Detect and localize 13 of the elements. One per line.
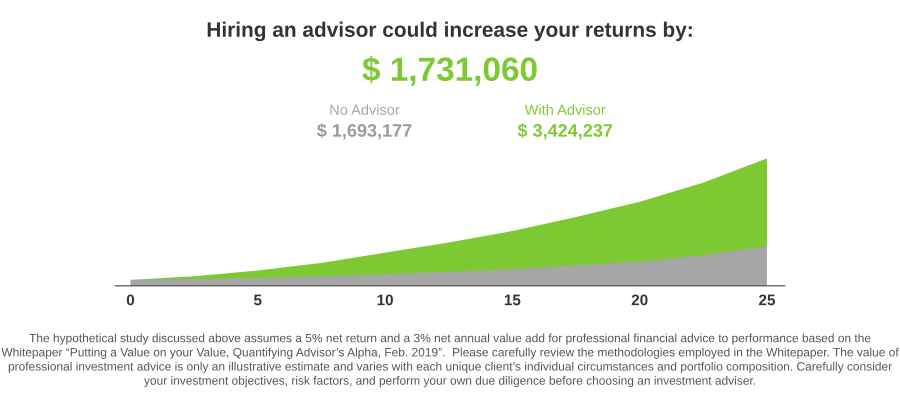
text: The hypothetical study discussed above assumes a 5% net return and a 3% net annual value add for professional financial advice to performance based on the Whitepaper “Putting a Value on your Value, Quantifying Advisor’s Alpha, Feb. 2019”. Please carefully review the methodologies employed in the Whitepaper. The value of professional investment advice is only an illustrative estimate and varies with each unique client’s individual circumstances and portfolio composition. Carefully consider your investment objectives, risk factors, and perform your own due diligence before choosing an investment adviser. [1, 334, 899, 388]
chart-subtitle: $ 1,731,060 [362, 56, 537, 86]
text: $ 1,693,177 [317, 123, 412, 140]
x-tick-label: 0 [126, 294, 134, 306]
x-tick-label: 25 [759, 294, 776, 306]
chart-title: Hiring an advisor could increase your returns by: [208, 22, 692, 42]
x-tick-label: 5 [254, 294, 262, 306]
text: No Advisor [330, 104, 400, 115]
x-tick-label: 20 [632, 294, 648, 306]
x-tick-label: 15 [504, 294, 520, 306]
x-tick-label: 10 [378, 294, 393, 306]
text: $ 3,424,237 [518, 123, 612, 140]
text: With Advisor [524, 104, 606, 115]
